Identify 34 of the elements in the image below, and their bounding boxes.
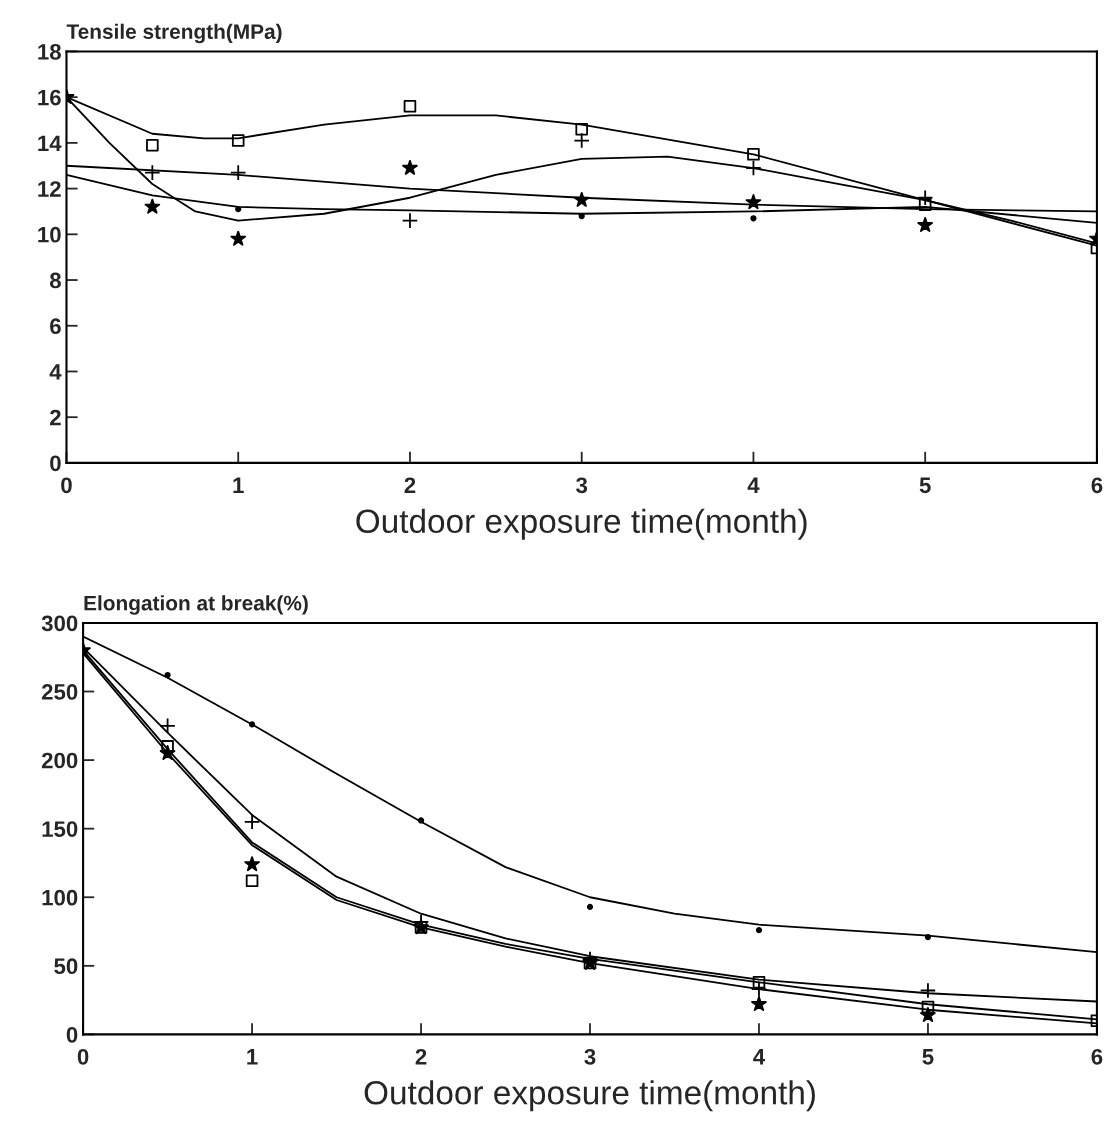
x-tick-label: 5 [919,477,931,494]
x-tick-label: 0 [77,1048,89,1065]
y-axis-title: Elongation at break(%) [84,595,308,615]
x-tick-label: 5 [922,1049,934,1065]
x-axis-title: Outdoor exposure time(month) [364,1080,815,1112]
y-tick-label: 250 [41,684,78,700]
x-tick-label: 2 [404,477,416,493]
y-tick-label: 16 [38,89,61,106]
y-tick-label: 300 [41,615,78,632]
y-tick-label: 8 [49,272,61,289]
y-tick-label: 4 [49,364,62,380]
y-tick-label: 50 [54,958,78,975]
y-tick-label: 100 [42,889,78,906]
y-tick-label: 14 [38,135,62,151]
y-axis-title: Tensile strength(MPa) [66,23,282,44]
x-tick-label: 3 [576,477,588,494]
x-tick-label: 1 [247,1049,258,1065]
x-tick-label: 1 [233,477,244,493]
x-tick-label: 4 [753,1049,766,1065]
x-tick-label: 6 [1091,477,1103,494]
y-tick-label: 150 [42,821,78,837]
x-tick-label: 6 [1091,1048,1103,1065]
x-tick-label: 2 [415,1048,427,1065]
y-tick-label: 10 [38,226,61,243]
x-tick-label: 4 [747,477,760,493]
y-tick-label: 2 [50,409,61,426]
y-tick-label: 0 [50,455,61,472]
x-axis-title: Outdoor exposure time(month) [356,508,807,540]
y-tick-label: 200 [41,752,78,769]
x-tick-label: 3 [584,1048,596,1065]
y-tick-label: 0 [66,1026,78,1043]
y-tick-label: 6 [50,318,61,335]
y-tick-label: 12 [38,181,61,197]
y-tick-label: 18 [38,43,61,60]
